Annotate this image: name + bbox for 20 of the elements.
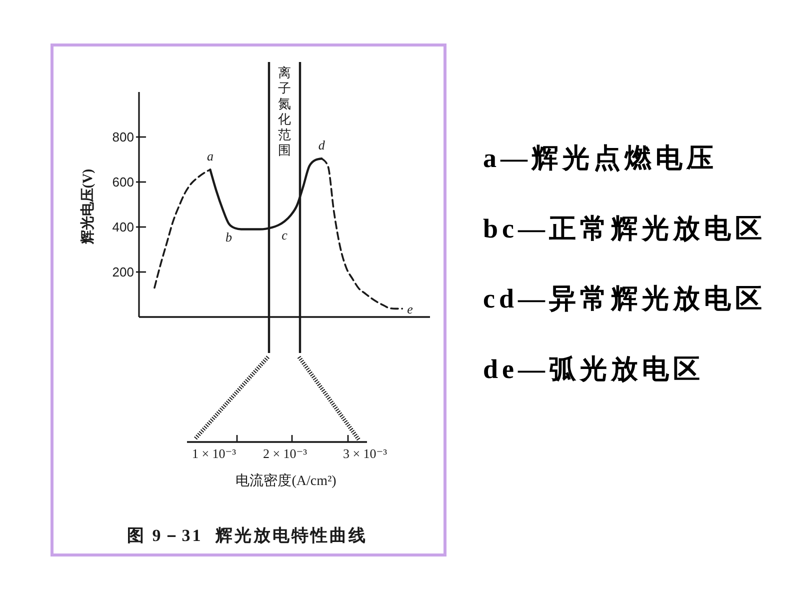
text: 图 9－31 辉光放电特性曲线 <box>127 526 368 545</box>
y-tick-label: 600 <box>112 174 134 190</box>
y-tick-label: 800 <box>112 130 134 145</box>
text: 2 × 10⁻³ <box>262 446 308 461</box>
data-label: a <box>206 148 214 164</box>
y-tick-label: 200 <box>112 264 134 280</box>
text: a—辉光点燃电压 <box>483 143 718 173</box>
data-label: d <box>318 138 326 153</box>
data-label: b <box>226 230 233 245</box>
text: de—弧光放电区 <box>483 354 704 384</box>
text: bc—正常辉光放电区 <box>483 213 766 244</box>
text: 3 × 10⁻³ <box>342 446 388 461</box>
text: 电流密度(A/cm²) <box>236 473 337 489</box>
data-label: e <box>407 302 414 317</box>
annotation: 离子氮化范围 <box>278 65 291 158</box>
y-axis-title: 辉光电压(V) <box>80 168 96 246</box>
text: 1 × 10⁻³ <box>192 446 236 461</box>
text: cd—异常辉光放电区 <box>483 284 766 314</box>
data-label: c <box>282 227 288 242</box>
y-tick-label: 400 <box>112 220 134 235</box>
